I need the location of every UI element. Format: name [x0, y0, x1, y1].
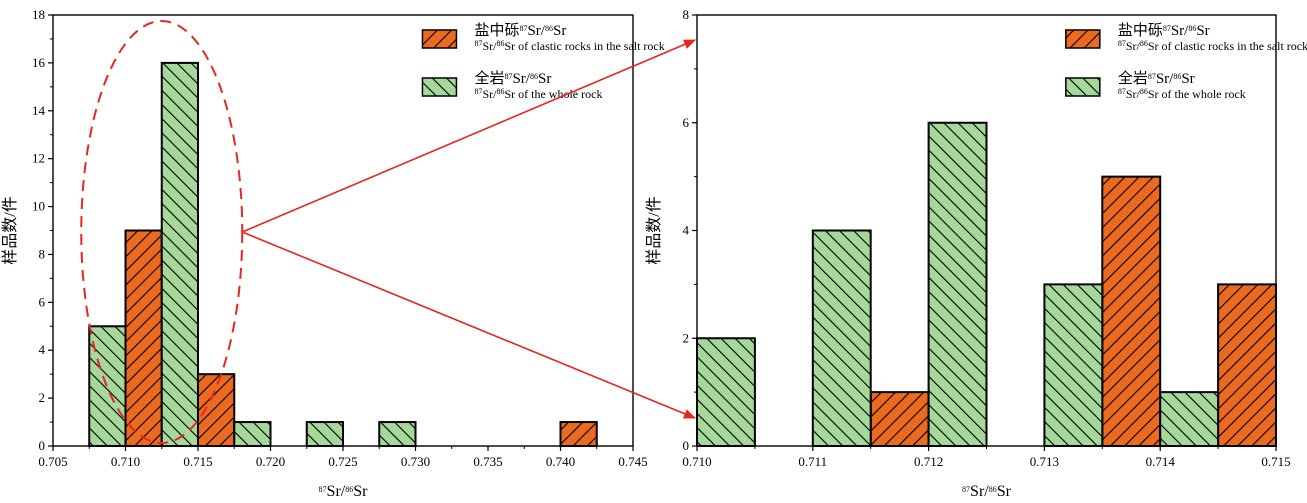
left-bar-salt-0: [124, 229, 163, 447]
left-bar-whole-4: [378, 421, 417, 447]
left-bar-whole-2: [233, 421, 272, 447]
left-y-tick-label-9: 18: [32, 7, 45, 22]
right-y-tick-label-0: 0: [683, 438, 690, 453]
left-x-tick-label-7: 0.740: [546, 454, 575, 469]
left-y-tick-label-0: 0: [39, 438, 46, 453]
left-legend-sublabel-whole: 87Sr/86Sr of the whole rock: [474, 87, 602, 102]
left-bar-whole-0: [88, 325, 127, 447]
zoom-annotation: [80, 20, 696, 444]
right-x-tick-label-0: 0.710: [682, 454, 711, 469]
left-y-tick-label-5: 10: [32, 199, 45, 214]
left-x-tick-label-1: 0.710: [111, 454, 140, 469]
right-bar-whole-2: [927, 121, 988, 447]
right-bar-salt-0: [869, 391, 930, 447]
left-y-tick-label-6: 12: [32, 151, 45, 166]
right-legend-sublabel-whole: 87Sr/86Sr of the whole rock: [1118, 87, 1246, 102]
left-legend-label-salt: 盐中砾87Sr/86Sr: [474, 22, 566, 39]
left-y-tick-label-1: 2: [39, 390, 46, 405]
left-legend-sublabel-salt: 87Sr/86Sr of clastic rocks in the salt r…: [474, 39, 664, 54]
left-legend-swatch-whole: [421, 77, 458, 97]
right-histogram-panel: 0.710 0.711 0.712 0.713 0.714 0.715 0 2 4 6 8 87Sr/…: [645, 7, 1307, 500]
left-x-tick-label-3: 0.720: [256, 454, 285, 469]
right-y-tick-label-2: 4: [683, 223, 690, 238]
right-legend-label-salt: 盐中砾87Sr/86Sr: [1118, 22, 1210, 39]
right-y-tick-label-1: 2: [683, 330, 690, 345]
left-y-tick-label-7: 14: [32, 103, 46, 118]
right-x-tick-label-2: 0.712: [914, 454, 943, 469]
left-bar-salt-1: [197, 373, 236, 447]
left-y-tick-label-2: 4: [39, 342, 46, 357]
right-legend-swatch-salt: [1065, 29, 1101, 49]
zoom-arrow-lower: [241, 231, 696, 419]
right-bar-salt-2: [1217, 283, 1277, 447]
right-bar-salt-1: [1101, 175, 1162, 447]
left-y-tick-label-4: 8: [39, 246, 46, 261]
right-bar-whole-4: [1159, 391, 1220, 447]
left-x-tick-label-0: 0.705: [38, 454, 67, 469]
left-bar-salt-2: [559, 421, 598, 447]
right-y-tick-label-4: 8: [683, 7, 690, 22]
right-x-tick-label-3: 0.713: [1030, 454, 1059, 469]
left-y-tick-label-8: 16: [32, 55, 46, 70]
left-x-tick-label-6: 0.735: [473, 454, 502, 469]
left-x-tick-label-8: 0.745: [618, 454, 647, 469]
left-legend-swatch-salt: [421, 29, 458, 49]
right-y-axis-label: 样品数/件: [645, 196, 663, 264]
left-bar-whole-3: [305, 421, 344, 447]
left-x-tick-label-2: 0.715: [183, 454, 212, 469]
right-bar-whole-3: [1043, 283, 1104, 447]
left-legend-label-whole: 全岩87Sr/86Sr: [474, 69, 551, 87]
right-x-tick-label-5: 0.715: [1261, 454, 1290, 469]
right-bar-whole-1: [811, 229, 872, 447]
left-x-tick-label-5: 0.730: [401, 454, 430, 469]
left-x-tick-label-4: 0.725: [328, 454, 357, 469]
right-x-axis-label: 87Sr/86Sr: [962, 483, 1012, 500]
left-bar-whole-1: [160, 61, 199, 448]
zoom-arrow-upper: [241, 39, 696, 233]
left-histogram-panel: 0.705 0.710 0.715 0.720 0.725 0.730 0.735 0.740…: [1, 7, 665, 500]
left-x-axis-label: 87Sr/86Sr: [319, 483, 369, 500]
right-legend-label-whole: 全岩87Sr/86Sr: [1118, 69, 1195, 87]
left-y-tick-label-3: 6: [39, 294, 46, 309]
right-x-tick-label-1: 0.711: [798, 454, 827, 469]
right-y-tick-label-3: 6: [683, 115, 690, 130]
right-x-tick-label-4: 0.714: [1146, 454, 1176, 469]
right-bar-whole-0: [696, 337, 756, 447]
right-legend-swatch-whole: [1065, 77, 1101, 97]
left-y-axis-label: 样品数/件: [1, 196, 19, 264]
right-legend-sublabel-salt: 87Sr/86Sr of clastic rocks in the salt r…: [1118, 39, 1307, 54]
